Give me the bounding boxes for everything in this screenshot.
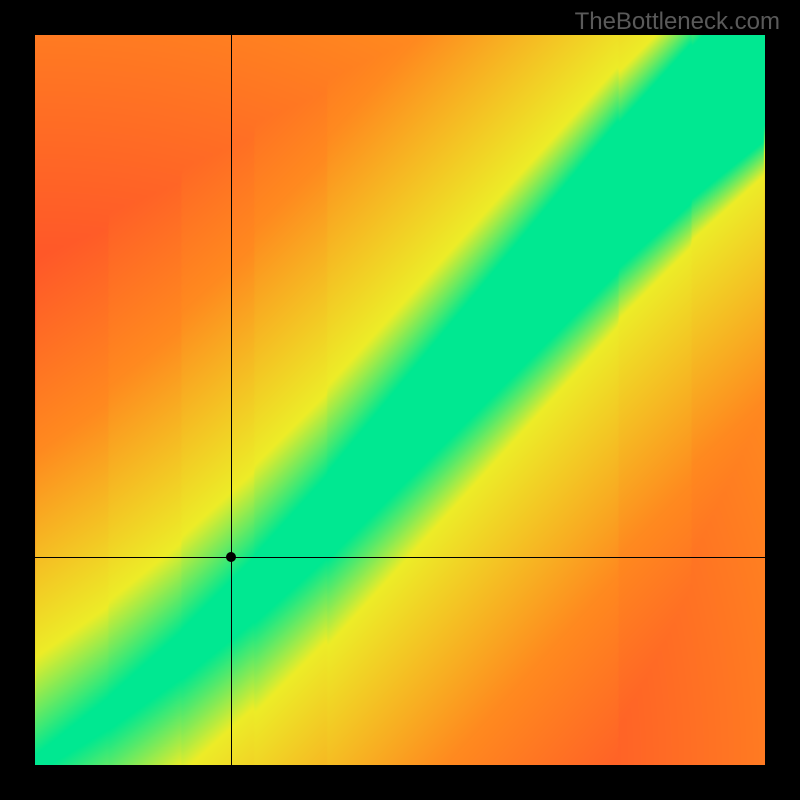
chart-container: TheBottleneck.com	[0, 0, 800, 800]
crosshair-vertical	[231, 35, 232, 765]
crosshair-horizontal	[35, 557, 765, 558]
watermark-text: TheBottleneck.com	[575, 8, 780, 36]
data-point-marker	[226, 552, 236, 562]
heatmap-canvas	[35, 35, 765, 765]
plot-area	[35, 35, 765, 765]
